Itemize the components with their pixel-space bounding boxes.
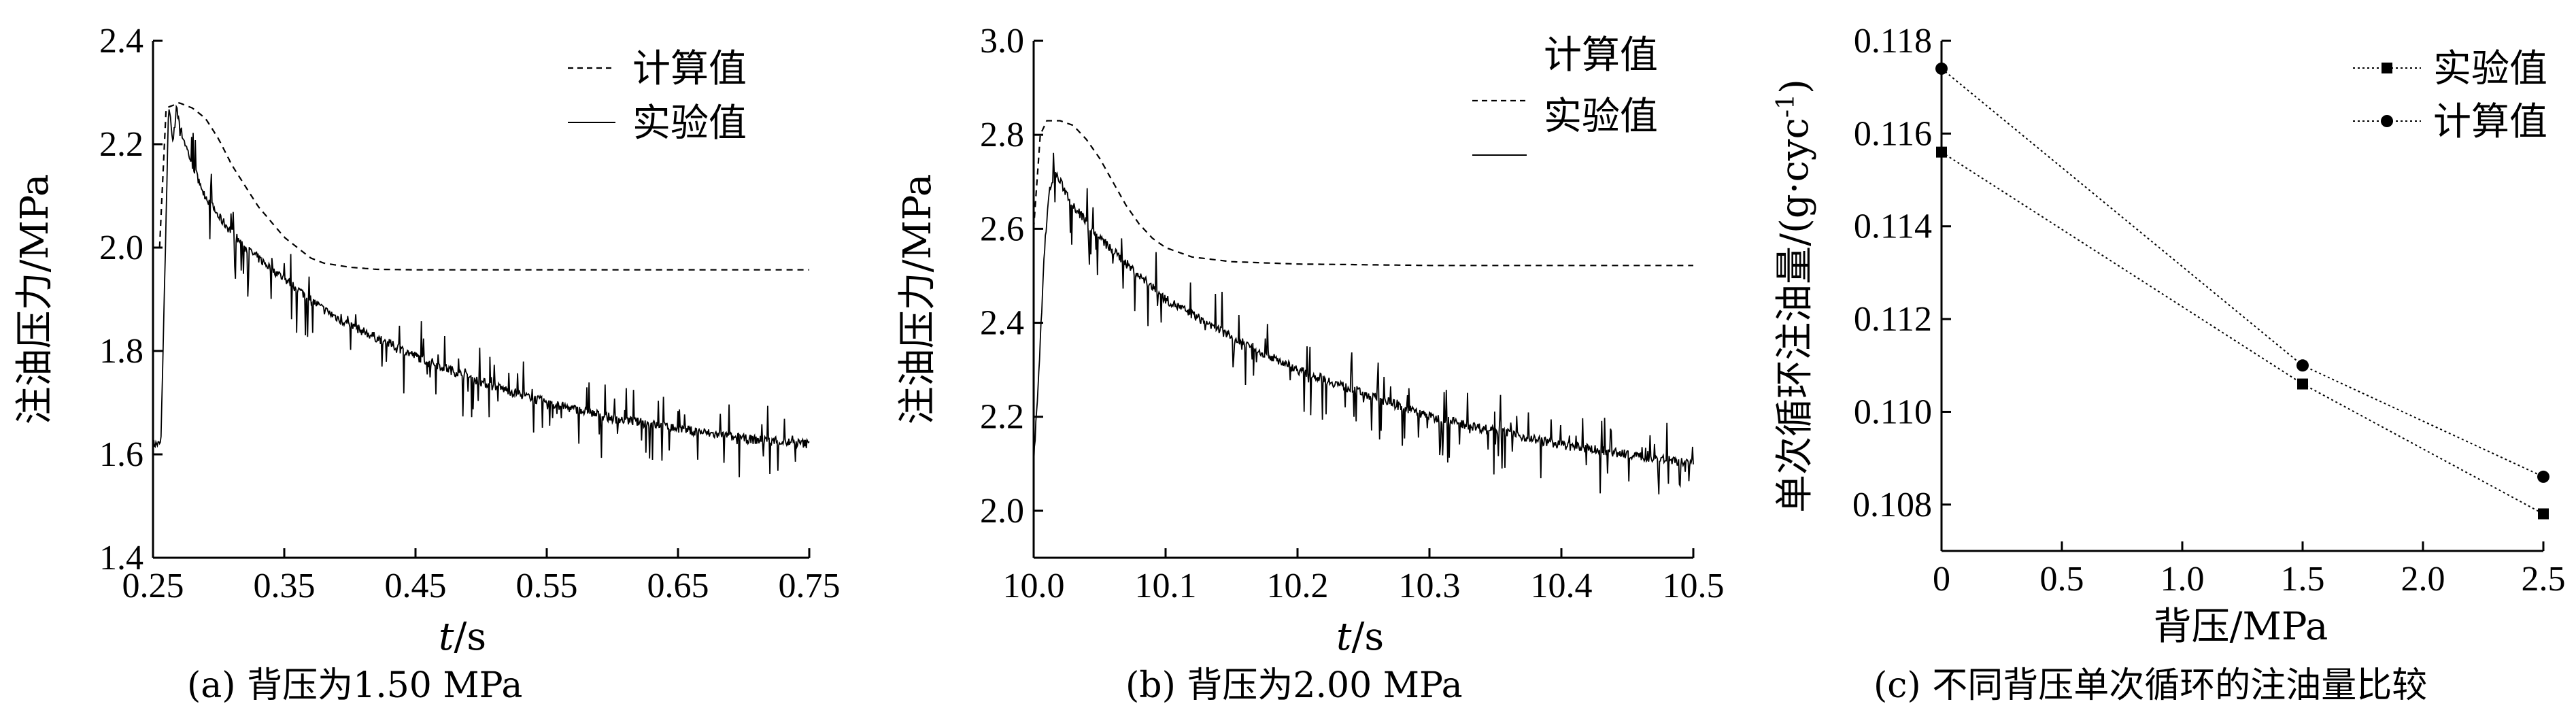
- panel-b-x-ticks: 10.0 10.1 10.2 10.3 10.4 10.5: [1003, 548, 1725, 605]
- panel-a-legend-calc-label: 计算值: [632, 47, 747, 91]
- panel-c-y-tick-label: 0.110: [1854, 392, 1932, 431]
- panel-b-y-tick-label: 2.6: [980, 209, 1024, 248]
- panel-b-x-label-unit: /s: [1352, 615, 1385, 659]
- panel-a-x-label-var: t: [439, 615, 454, 659]
- panel-c-x-tick-label: 2.0: [2401, 560, 2445, 599]
- panel-c-series: [1935, 62, 2549, 520]
- panel-b-calc-line: [1032, 120, 1693, 267]
- panel-b-y-tick-label: 2.0: [980, 492, 1024, 531]
- panel-b-y-tick-label: 3.0: [980, 22, 1024, 61]
- panel-c-x-tick-label: 0.5: [2040, 560, 2084, 599]
- panel-c-caption: (c) 不同背压单次循环的注油量比较: [1874, 665, 2427, 706]
- panel-b: 2.02.22.42.62.83.0 10.0 10.1 10.2 10.3 10.4 1…: [896, 22, 1725, 706]
- panel-c-y-label-sup: -1: [1772, 94, 1800, 118]
- panel-c-exp-point: [1936, 146, 1947, 158]
- panel-a-y-ticks: 1.4 1.6 1.8 2.0 2.2 2.4: [99, 22, 163, 577]
- panel-b-legend-exp-label: 实验值: [1544, 95, 1658, 139]
- panel-c-x-label: 背压/MPa: [2154, 605, 2328, 649]
- panel-b-caption: (b) 背压为2.00 MPa: [1125, 665, 1463, 706]
- panel-c-series-line-exp: [1941, 151, 2544, 515]
- panel-b-x-tick-label: 10.2: [1267, 567, 1329, 605]
- panel-c-calc-point: [2537, 470, 2549, 483]
- panel-c-exp-point: [2538, 508, 2549, 520]
- panel-b-exp-line: [1033, 152, 1694, 494]
- panel-a-x-tick-label: 0.25: [122, 567, 184, 605]
- panel-b-x-label-var: t: [1336, 615, 1352, 659]
- panel-a-y-tick-label: 1.4: [99, 539, 143, 577]
- panel-b-x-tick-label: 10.1: [1135, 567, 1197, 605]
- panel-c-y-label-close: ): [1773, 79, 1817, 94]
- panel-b-x-tick-label: 10.3: [1399, 567, 1461, 605]
- panel-a-x-label-unit: /s: [454, 615, 487, 659]
- panel-c-exp-point: [2297, 378, 2308, 390]
- panel-a-calc-line: [158, 102, 809, 271]
- panel-c-y-tick-label: 0.116: [1854, 114, 1932, 153]
- panel-c-x-tick-label: 1.0: [2160, 560, 2205, 599]
- panel-c-y-label-main: 单次循环注油量/(g·cyc: [1773, 118, 1817, 513]
- panel-c-legend-exp-marker: [2382, 63, 2392, 73]
- panel-b-x-tick-label: 10.5: [1663, 567, 1725, 605]
- panel-b-x-tick-label: 10.4: [1531, 567, 1593, 605]
- panel-c: 0.108 0.110 0.112 0.114 0.116 0.118 0 0.5 1.0 1.…: [1772, 22, 2566, 706]
- panel-a-y-tick-label: 2.4: [99, 22, 143, 61]
- panel-a-x-tick-label: 0.55: [516, 567, 578, 605]
- panel-c-y-tick-label: 0.108: [1852, 486, 1932, 524]
- panel-c-calc-point: [1935, 62, 1948, 75]
- panel-c-legend-exp-label: 实验值: [2433, 47, 2547, 91]
- panel-a-x-tick-label: 0.35: [254, 567, 316, 605]
- panel-a-x-tick-label: 0.65: [647, 567, 709, 605]
- panel-c-x-ticks: 0 0.5 1.0 1.5 2.0 2.5: [1933, 541, 2566, 599]
- panel-a-exp-line: [152, 104, 810, 477]
- panel-a-y-tick-label: 2.2: [99, 125, 143, 164]
- panel-a-y-tick-label: 1.6: [99, 435, 143, 474]
- panel-b-y-ticks: 2.0 2.2 2.4 2.6 2.8 3.0: [980, 22, 1043, 531]
- panel-c-y-tick-label: 0.112: [1854, 300, 1932, 339]
- panel-a-x-tick-label: 0.75: [779, 567, 841, 605]
- panel-a: 1.41.61.82.02.22.4 0.25 0.35 0.45 0.55 0.65 0…: [13, 22, 841, 706]
- panel-c-x-tick-label: 2.5: [2522, 560, 2566, 599]
- panel-c-x-tick-label: 1.5: [2281, 560, 2325, 599]
- panel-b-y-tick-label: 2.8: [980, 116, 1024, 154]
- panel-c-y-tick-label: 0.114: [1854, 207, 1932, 246]
- panel-a-y-tick-label: 2.0: [99, 229, 143, 267]
- panel-c-legend-calc-label: 计算值: [2433, 100, 2547, 144]
- panel-a-x-tick-label: 0.45: [385, 567, 447, 605]
- panel-b-x-tick-label: 10.0: [1003, 567, 1065, 605]
- panel-c-y-tick-label: 0.118: [1854, 22, 1932, 61]
- panel-c-x-tick-label: 0: [1933, 560, 1950, 599]
- panel-b-y-label: 注油压力/MPa: [896, 174, 940, 425]
- panel-a-x-label: t/s: [439, 615, 486, 659]
- panel-b-y-tick-label: 2.4: [980, 304, 1024, 343]
- panel-c-legend-calc-marker: [2381, 115, 2393, 127]
- panel-a-legend-exp-label: 实验值: [632, 101, 747, 146]
- panel-c-calc-point: [2297, 359, 2309, 372]
- panel-a-y-label: 注油压力/MPa: [13, 174, 57, 425]
- panel-c-y-label: 单次循环注油量/(g·cyc-1): [1772, 79, 1818, 513]
- panel-c-y-ticks: 0.108 0.110 0.112 0.114 0.116 0.118: [1852, 22, 1951, 524]
- panel-b-y-tick-label: 2.2: [980, 398, 1024, 437]
- panel-b-x-label: t/s: [1336, 615, 1384, 659]
- panel-b-legend-calc-label: 计算值: [1544, 33, 1658, 78]
- panel-a-y-tick-label: 1.8: [99, 332, 143, 371]
- panel-a-x-ticks: 0.25 0.35 0.45 0.55 0.65 0.75: [122, 548, 841, 605]
- panel-a-caption: (a) 背压为1.50 MPa: [187, 665, 522, 706]
